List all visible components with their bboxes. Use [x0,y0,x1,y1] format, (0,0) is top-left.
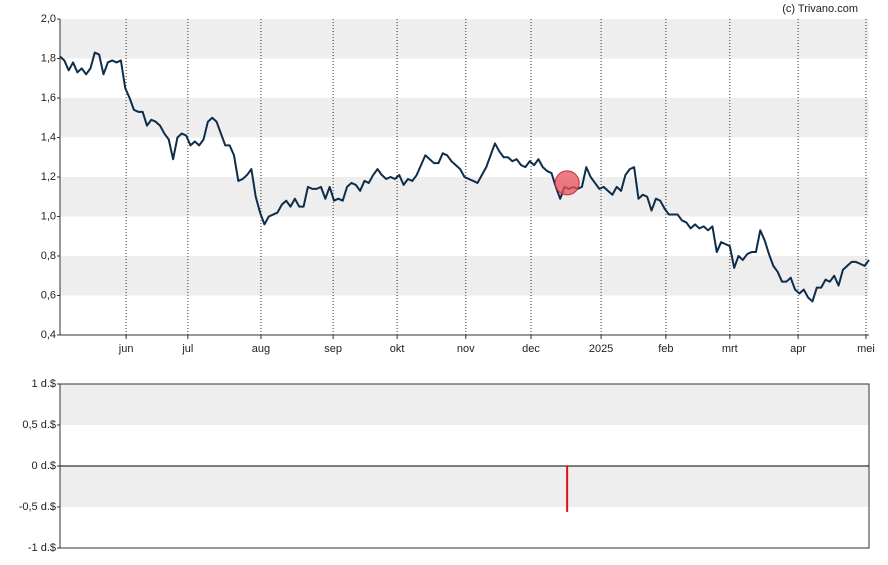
y-tick-label: 1,6 [41,92,56,104]
grid-band [60,384,869,425]
credit: (c) Trivano.com [782,3,858,15]
x-tick-label: 2025 [589,343,613,355]
x-tick-label: jul [181,343,193,355]
x-tick-label: nov [457,343,475,355]
y-tick-label: -1 d.$ [28,542,56,554]
y-tick-label: 1,0 [41,210,56,222]
x-tick-label: sep [324,343,342,355]
y-tick-label: 0 d.$ [32,460,56,472]
x-tick-label: okt [390,343,405,355]
grid-band [60,177,869,217]
grid-band [60,98,869,138]
x-tick-label: mrt [722,343,738,355]
y-tick-label: 0,5 d.$ [22,419,56,431]
y-tick-label: 2,0 [41,13,56,25]
y-tick-label: 1 d.$ [32,378,56,390]
x-tick-label: dec [522,343,540,355]
event-marker [554,170,580,196]
x-tick-label: aug [252,343,270,355]
price-line [59,51,870,303]
y-tick-label: 0,8 [41,250,56,262]
grid-band [60,466,869,507]
y-tick-label: 0,4 [41,329,56,341]
x-tick-label: apr [790,343,806,355]
y-tick-label: -0,5 d.$ [19,501,56,513]
y-tick-label: 1,4 [41,131,56,143]
grid-band [60,19,869,59]
y-tick-label: 0,6 [41,289,56,301]
bar [566,466,569,512]
grid-band [60,256,869,296]
x-tick-label: feb [658,343,673,355]
y-tick-label: 1,2 [41,171,56,183]
x-tick-label: mei [857,343,875,355]
y-tick-label: 1,8 [41,52,56,64]
x-tick-label: jun [118,343,134,355]
